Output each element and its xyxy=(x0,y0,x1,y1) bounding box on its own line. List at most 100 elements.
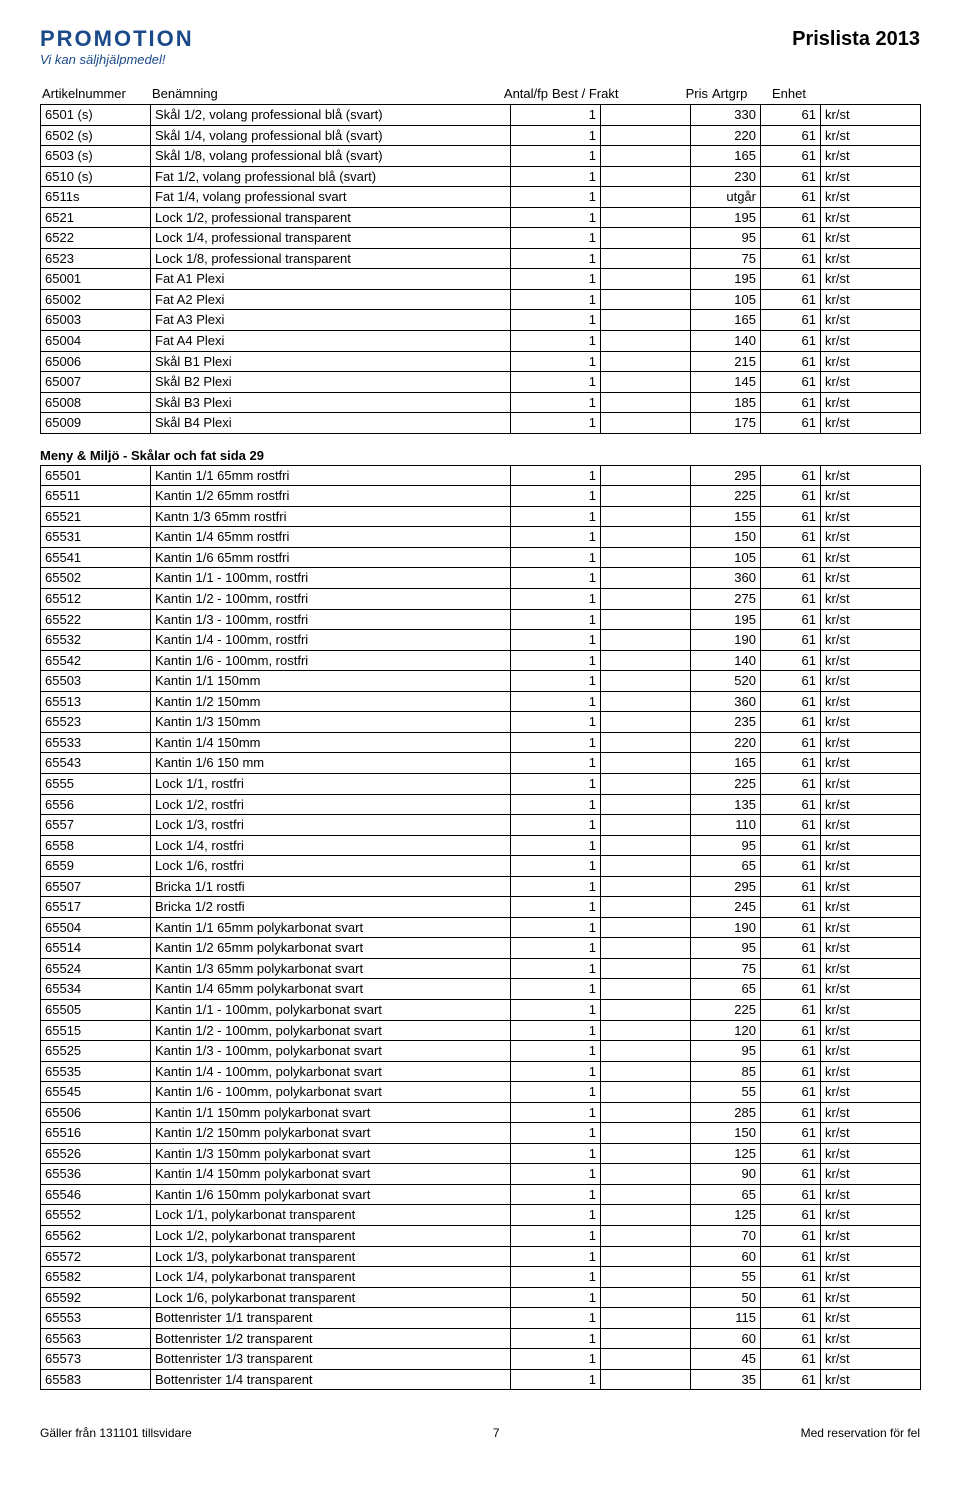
table-row: 65534Kantin 1/4 65mm polykarbonat svart1… xyxy=(41,979,921,1000)
table-cell: Kantin 1/4 - 100mm, rostfri xyxy=(151,630,511,651)
table-cell xyxy=(601,187,691,208)
table-cell: 61 xyxy=(761,1123,821,1144)
table-cell: 360 xyxy=(691,568,761,589)
table-cell: Bricka 1/2 rostfi xyxy=(151,897,511,918)
table-cell: 61 xyxy=(761,1020,821,1041)
table-cell: 60 xyxy=(691,1246,761,1267)
table-cell: kr/st xyxy=(821,486,921,507)
table-cell: 285 xyxy=(691,1102,761,1123)
table-cell: 245 xyxy=(691,897,761,918)
table-cell xyxy=(601,1041,691,1062)
table-cell: Fat 1/2, volang professional blå (svart) xyxy=(151,166,511,187)
table-cell: 145 xyxy=(691,372,761,393)
table-cell: 65501 xyxy=(41,465,151,486)
table-cell xyxy=(601,917,691,938)
table-cell: kr/st xyxy=(821,1308,921,1329)
table-cell: 61 xyxy=(761,671,821,692)
table-row: 6522Lock 1/4, professional transparent19… xyxy=(41,228,921,249)
table-cell: 6555 xyxy=(41,773,151,794)
table-cell: 65526 xyxy=(41,1143,151,1164)
table-cell: 65503 xyxy=(41,671,151,692)
table-cell: 1 xyxy=(511,146,601,167)
table-cell xyxy=(601,105,691,126)
table-cell: Kantin 1/4 150mm polykarbonat svart xyxy=(151,1164,511,1185)
table-cell: 45 xyxy=(691,1349,761,1370)
table-cell: Lock 1/2, rostfri xyxy=(151,794,511,815)
table-cell: kr/st xyxy=(821,589,921,610)
table-cell: 61 xyxy=(761,999,821,1020)
table-cell: 95 xyxy=(691,1041,761,1062)
table-cell: 65552 xyxy=(41,1205,151,1226)
table-cell xyxy=(601,1287,691,1308)
table-cell: 61 xyxy=(761,630,821,651)
table-cell: Kantin 1/6 - 100mm, rostfri xyxy=(151,650,511,671)
table-row: 65535Kantin 1/4 - 100mm, polykarbonat sv… xyxy=(41,1061,921,1082)
table-cell xyxy=(601,1020,691,1041)
table-cell: 1 xyxy=(511,691,601,712)
table-cell: kr/st xyxy=(821,547,921,568)
table-cell xyxy=(601,166,691,187)
table-cell: 1 xyxy=(511,753,601,774)
table-cell: 70 xyxy=(691,1225,761,1246)
column-headers-row: Artikelnummer Benämning Antal/fp Best / … xyxy=(40,85,920,102)
table-cell: kr/st xyxy=(821,1349,921,1370)
table-cell xyxy=(601,979,691,1000)
table-cell: 61 xyxy=(761,506,821,527)
table-cell: 1 xyxy=(511,269,601,290)
table-cell: kr/st xyxy=(821,835,921,856)
table-cell: 1 xyxy=(511,1349,601,1370)
table-cell: 61 xyxy=(761,897,821,918)
table-cell: Bottenrister 1/4 transparent xyxy=(151,1369,511,1390)
table-cell: kr/st xyxy=(821,125,921,146)
table-row: 65521Kantn 1/3 65mm rostfri115561kr/st xyxy=(41,506,921,527)
table-cell: 65541 xyxy=(41,547,151,568)
table-cell: 35 xyxy=(691,1369,761,1390)
table-cell: 195 xyxy=(691,609,761,630)
table-cell: 95 xyxy=(691,228,761,249)
table-cell: 215 xyxy=(691,351,761,372)
table-cell xyxy=(601,568,691,589)
table-cell: 330 xyxy=(691,105,761,126)
table-cell: Kantin 1/1 150mm xyxy=(151,671,511,692)
table-cell: 61 xyxy=(761,486,821,507)
table-cell: 6559 xyxy=(41,856,151,877)
table-cell: kr/st xyxy=(821,228,921,249)
table-cell xyxy=(601,228,691,249)
table-cell: 1 xyxy=(511,630,601,651)
table-cell: 220 xyxy=(691,125,761,146)
table-row: 65562Lock 1/2, polykarbonat transparent1… xyxy=(41,1225,921,1246)
table-cell: kr/st xyxy=(821,609,921,630)
table-cell: 1 xyxy=(511,671,601,692)
table-cell: kr/st xyxy=(821,413,921,434)
table-cell: kr/st xyxy=(821,146,921,167)
table-cell: 105 xyxy=(691,547,761,568)
table-cell: 65507 xyxy=(41,876,151,897)
table-cell xyxy=(601,351,691,372)
table-cell: 61 xyxy=(761,187,821,208)
table-cell: 1 xyxy=(511,1164,601,1185)
table-cell: kr/st xyxy=(821,465,921,486)
table-cell: 61 xyxy=(761,1205,821,1226)
table-cell: 1 xyxy=(511,1328,601,1349)
table-cell: Kantin 1/6 150mm polykarbonat svart xyxy=(151,1184,511,1205)
table-cell: 65 xyxy=(691,1184,761,1205)
table-cell: Kantin 1/6 65mm rostfri xyxy=(151,547,511,568)
table-cell: 65511 xyxy=(41,486,151,507)
table-cell: 61 xyxy=(761,228,821,249)
table-cell: 65009 xyxy=(41,413,151,434)
table-cell: 61 xyxy=(761,1102,821,1123)
table-cell: kr/st xyxy=(821,815,921,836)
table-row: 6559Lock 1/6, rostfri16561kr/st xyxy=(41,856,921,877)
table-cell: Lock 1/4, professional transparent xyxy=(151,228,511,249)
table-row: 65542Kantin 1/6 - 100mm, rostfri114061kr… xyxy=(41,650,921,671)
table-cell: kr/st xyxy=(821,1020,921,1041)
table-cell: kr/st xyxy=(821,1164,921,1185)
table-cell: Kantin 1/2 - 100mm, polykarbonat svart xyxy=(151,1020,511,1041)
table-cell: 1 xyxy=(511,372,601,393)
table-cell: kr/st xyxy=(821,753,921,774)
table-cell: 65572 xyxy=(41,1246,151,1267)
table-cell: Kantn 1/3 65mm rostfri xyxy=(151,506,511,527)
table-cell: 65514 xyxy=(41,938,151,959)
table-cell: 125 xyxy=(691,1143,761,1164)
table-cell: 360 xyxy=(691,691,761,712)
